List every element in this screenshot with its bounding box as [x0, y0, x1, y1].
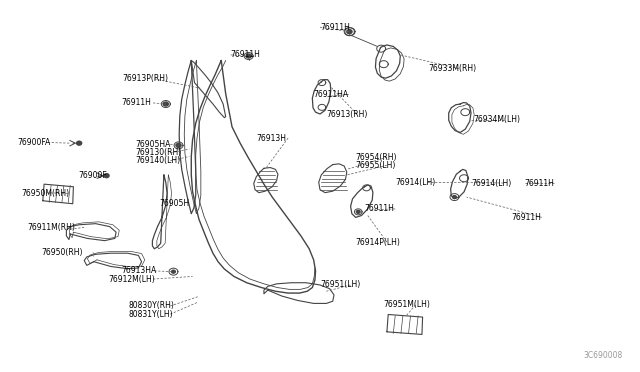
- Text: 76955(LH): 76955(LH): [355, 161, 396, 170]
- Polygon shape: [77, 141, 82, 145]
- Text: 76911M(RH): 76911M(RH): [27, 223, 75, 232]
- Text: 76911H: 76911H: [320, 23, 350, 32]
- Text: 769140(LH): 769140(LH): [135, 156, 180, 166]
- Text: 76911H: 76911H: [231, 51, 260, 60]
- Polygon shape: [172, 270, 175, 273]
- Polygon shape: [176, 143, 181, 147]
- Text: 76911H: 76911H: [121, 99, 151, 108]
- Text: 76911HA: 76911HA: [314, 90, 349, 99]
- Text: 76914P(LH): 76914P(LH): [355, 238, 400, 247]
- Text: 76900FA: 76900FA: [17, 138, 51, 147]
- Polygon shape: [246, 54, 251, 58]
- Text: 76933M(RH): 76933M(RH): [428, 64, 476, 73]
- Text: 76913P(RH): 76913P(RH): [122, 74, 168, 83]
- Text: 76914(LH): 76914(LH): [472, 179, 512, 187]
- Text: 76911H: 76911H: [365, 204, 394, 214]
- Polygon shape: [452, 196, 456, 199]
- Text: 76950(RH): 76950(RH): [41, 248, 83, 257]
- Text: 76914(LH): 76914(LH): [395, 178, 435, 187]
- Text: 3C690008: 3C690008: [584, 351, 623, 360]
- Text: 80831Y(LH): 80831Y(LH): [129, 310, 173, 319]
- Text: 80830Y(RH): 80830Y(RH): [129, 301, 175, 311]
- Text: 769130(RH): 769130(RH): [135, 148, 182, 157]
- Text: 76913HA: 76913HA: [121, 266, 156, 275]
- Text: 76913(RH): 76913(RH): [326, 109, 368, 119]
- Text: 76913H: 76913H: [256, 134, 286, 142]
- Text: 76905HA: 76905HA: [135, 140, 171, 149]
- Polygon shape: [163, 102, 168, 106]
- Polygon shape: [356, 210, 360, 213]
- Text: 76911H: 76911H: [524, 179, 554, 187]
- Text: 76934M(LH): 76934M(LH): [473, 115, 520, 124]
- Text: 76951M(LH): 76951M(LH): [384, 300, 431, 310]
- Text: 76900F: 76900F: [78, 171, 107, 180]
- Polygon shape: [347, 30, 352, 33]
- Text: 76905H: 76905H: [159, 199, 189, 208]
- Text: 76954(RH): 76954(RH): [355, 153, 397, 162]
- Text: 76911H: 76911H: [511, 213, 541, 222]
- Text: 76912M(LH): 76912M(LH): [108, 275, 155, 283]
- Text: 76951(LH): 76951(LH): [320, 280, 360, 289]
- Polygon shape: [104, 174, 109, 178]
- Polygon shape: [348, 30, 352, 33]
- Text: 76950M(RH): 76950M(RH): [22, 189, 70, 198]
